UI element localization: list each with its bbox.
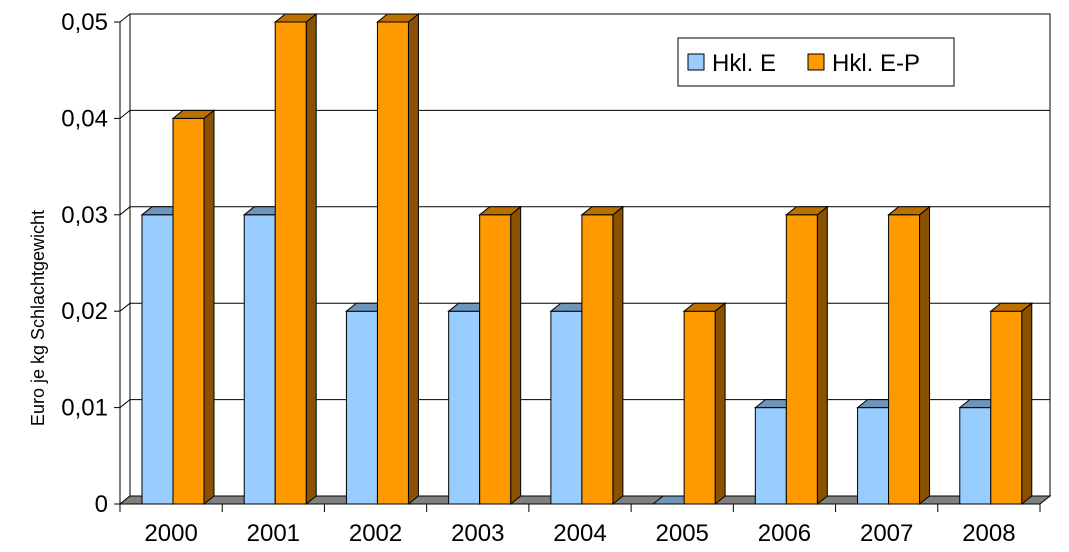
x-tick-label: 2007 <box>860 520 913 547</box>
gridline-depth <box>119 110 131 119</box>
y-axis-title: Euro je kg Schlachtgewicht <box>28 210 48 426</box>
bar-hkl-e-p-2004 <box>580 205 625 506</box>
bar-hkl-e-p-2005 <box>682 302 727 506</box>
bar-front <box>448 310 481 505</box>
x-tick-label: 2005 <box>656 520 709 547</box>
bar-front <box>141 214 174 505</box>
legend-label-hkl-e: Hkl. E <box>712 50 776 77</box>
bar-top <box>376 13 420 23</box>
bar-front <box>990 310 1023 505</box>
bar-top <box>273 13 318 23</box>
y-tick-label: 0,02 <box>61 298 108 325</box>
bar-hkl-e-p-2008 <box>989 302 1034 506</box>
bar-side <box>510 205 522 506</box>
bar-hkl-e-p-2007 <box>887 205 931 506</box>
bar-side <box>612 205 624 506</box>
bar-front <box>550 310 583 505</box>
bar-front <box>345 310 378 505</box>
bar-hkl-e-p-2006 <box>784 205 829 506</box>
bar-front <box>683 310 716 505</box>
gridline-depth <box>119 302 131 312</box>
bar-side <box>816 205 828 506</box>
bar-front <box>376 21 409 505</box>
x-tick-label: 2002 <box>349 520 402 547</box>
bars <box>140 12 1034 506</box>
bar-front <box>274 21 307 505</box>
bar-front <box>243 214 276 505</box>
x-tick-label: 2000 <box>144 520 197 547</box>
axes <box>114 21 1041 512</box>
y-tick-label: 0,04 <box>61 105 108 132</box>
x-tick-label: 2006 <box>758 520 811 547</box>
bar-front <box>581 214 614 505</box>
bar-front <box>172 117 205 505</box>
bar-front <box>888 214 921 505</box>
bar-top <box>682 302 727 312</box>
bar-top <box>478 206 523 216</box>
bar-side <box>305 12 317 506</box>
bar-top <box>887 206 931 216</box>
y-tick-label: 0 <box>95 491 108 518</box>
bar-hkl-e-p-2000 <box>171 109 216 506</box>
legend-swatch-hkl-e <box>687 53 705 71</box>
legend-label-hkl-e-p: Hkl. E-P <box>832 50 920 77</box>
x-tick-label: 2004 <box>553 520 606 547</box>
bar-top <box>580 206 625 216</box>
bar-top <box>171 109 216 119</box>
legend-swatch-hkl-e-p <box>807 53 825 71</box>
y-tick-label: 0,01 <box>61 395 108 422</box>
x-tick-labels: 2000 2001 2002 2003 2004 2005 2006 2007 2008 <box>144 520 1015 547</box>
bar-side <box>714 302 726 506</box>
bar-hkl-e-p-2001 <box>273 12 318 506</box>
bar-hkl-e-p-2003 <box>478 205 523 506</box>
bar-side <box>1021 302 1033 506</box>
bar-front <box>785 214 818 505</box>
gridline-depth <box>119 399 131 408</box>
x-tick-label: 2003 <box>451 520 504 547</box>
bar-front <box>959 407 992 505</box>
y-tick-label: 0,05 <box>61 9 108 36</box>
bar-front <box>479 214 512 505</box>
y-tick-labels: 0 0,01 0,02 0,03 0,04 0,05 <box>61 9 108 518</box>
bar-front <box>857 407 890 505</box>
bar-top <box>989 302 1034 312</box>
bar-side <box>407 12 419 506</box>
bar-hkl-e-p-2002 <box>376 12 420 506</box>
bar-top <box>784 206 829 216</box>
gridline-depth <box>119 13 131 23</box>
x-tick-label: 2008 <box>962 520 1015 547</box>
legend: Hkl. E Hkl. E-P <box>677 37 955 87</box>
bar-side <box>203 109 215 506</box>
y-tick-label: 0,03 <box>61 202 108 229</box>
gridline-depth <box>119 206 131 216</box>
bar-side <box>919 205 931 506</box>
x-tick-label: 2001 <box>247 520 300 547</box>
bar-front <box>754 407 787 505</box>
